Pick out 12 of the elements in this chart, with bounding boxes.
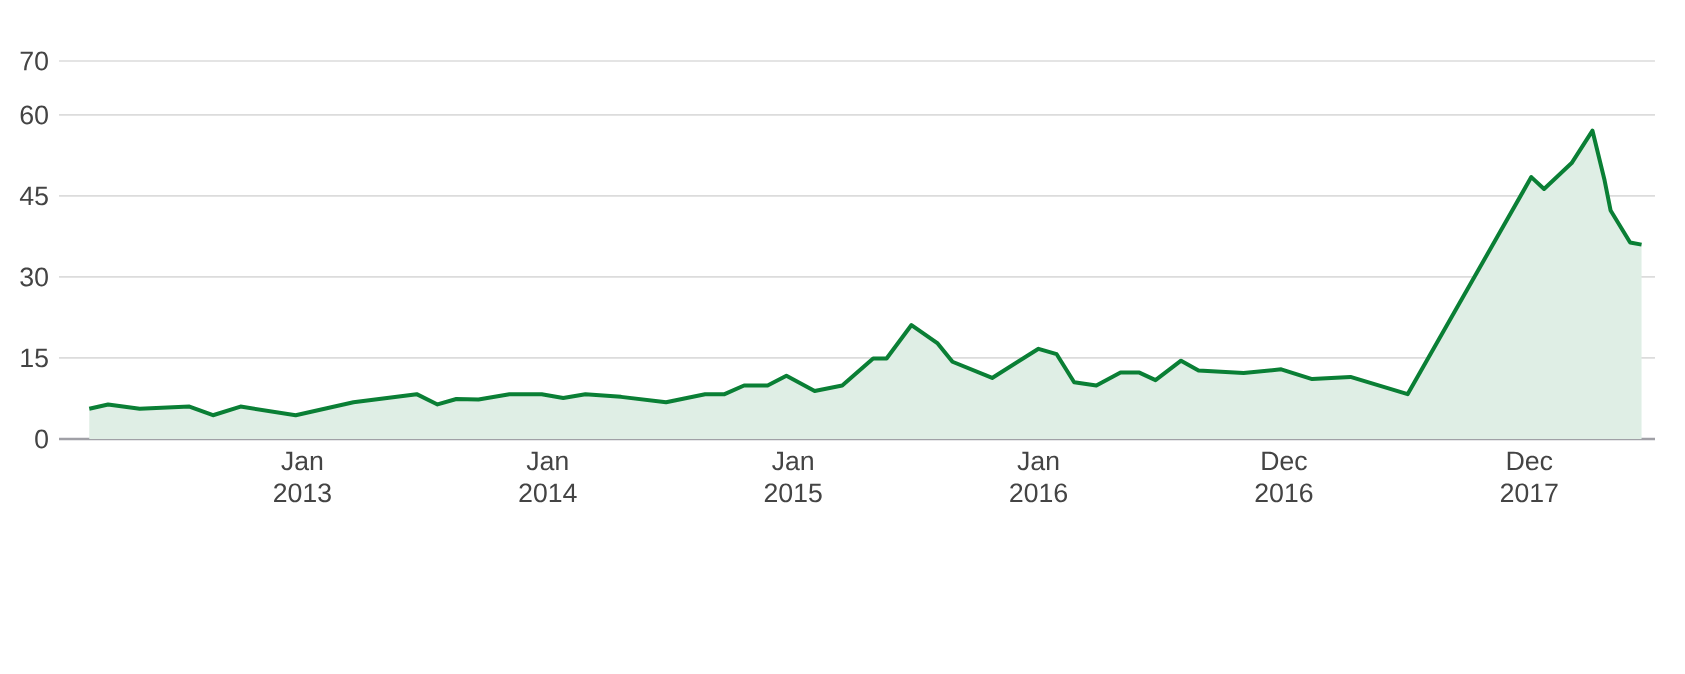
x-tick-label: Dec 2016 (1255, 451, 1313, 503)
x-tick-label: Jan 2013 (274, 451, 331, 503)
x-tick-label: Jan 2016 (1010, 451, 1067, 503)
y-tick-label: 60 (20, 105, 48, 125)
x-tick-label: Dec 2017 (1500, 451, 1558, 503)
x-tick-label: Jan 2015 (764, 451, 822, 503)
y-tick-label: 45 (19, 186, 48, 206)
y-tick-label: 15 (21, 348, 48, 368)
y-tick-label: 30 (20, 267, 48, 287)
x-tick-label: Jan 2014 (519, 451, 577, 503)
y-tick-label: 70 (20, 51, 48, 71)
y-tick-label: 0 (35, 429, 48, 449)
